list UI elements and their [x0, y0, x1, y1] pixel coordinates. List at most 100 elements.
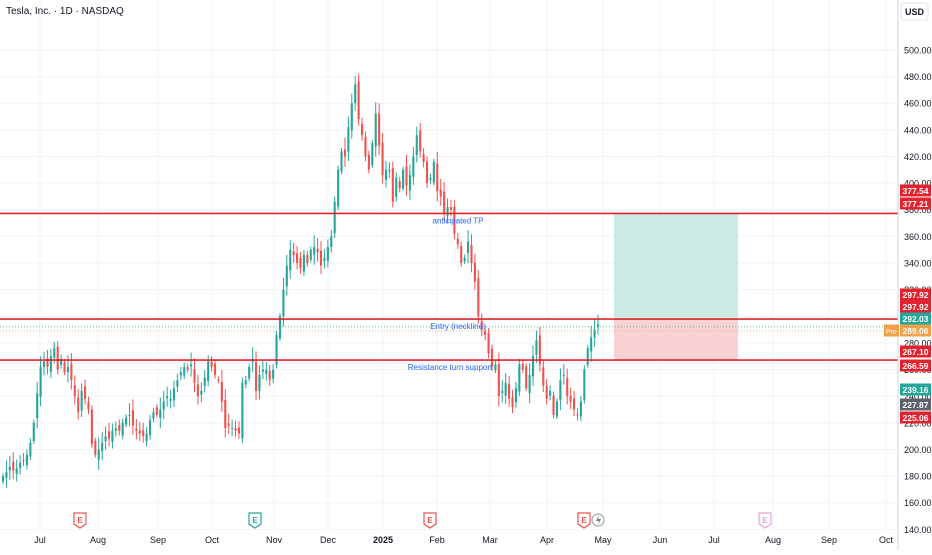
candle	[289, 240, 292, 279]
candle	[371, 139, 374, 168]
candle	[439, 178, 442, 206]
candle	[555, 398, 559, 420]
candle	[583, 365, 586, 404]
candle	[501, 380, 504, 403]
candle	[15, 459, 18, 482]
candle	[573, 390, 576, 417]
candle	[569, 387, 572, 409]
candle	[73, 375, 76, 405]
earnings-marker-label: E	[427, 516, 433, 525]
candle	[46, 349, 49, 375]
price-badge: 267.10	[900, 345, 931, 358]
candle	[234, 420, 237, 438]
candle	[388, 162, 391, 178]
candle	[265, 362, 268, 381]
candle	[227, 413, 230, 434]
y-tick-label: 460.00	[904, 99, 932, 109]
candle	[453, 200, 456, 240]
y-tick-label: 200.00	[904, 445, 932, 455]
candle	[528, 363, 531, 404]
x-tick-label: Jun	[653, 535, 668, 545]
candle	[357, 73, 360, 126]
candle	[244, 375, 247, 389]
candle	[97, 437, 100, 470]
lightning-icon[interactable]	[591, 513, 605, 527]
earnings-marker[interactable]: E	[248, 512, 262, 529]
y-tick-label: 240.00	[904, 392, 932, 402]
x-tick-label: Oct	[879, 535, 894, 545]
price-badge: 227.87	[900, 398, 931, 411]
time-axis[interactable]: Jul Aug Sep Oct Nov Dec 2025 Feb Mar Apr May Jun Jul…	[34, 535, 893, 545]
candle	[364, 131, 367, 162]
candle	[456, 233, 459, 250]
candle	[275, 330, 278, 369]
candle	[268, 364, 271, 386]
y-tick-label: 360.00	[904, 232, 932, 242]
candle	[330, 229, 333, 253]
earnings-marker[interactable]: E	[423, 512, 437, 529]
candle	[29, 438, 32, 461]
candle	[104, 426, 107, 450]
candle	[193, 358, 196, 393]
y-tick-label: 380.00	[904, 205, 932, 215]
currency-button[interactable]: USD	[900, 2, 929, 21]
candle	[466, 229, 470, 264]
candle	[514, 381, 517, 408]
candle	[538, 326, 541, 372]
price-badges: 377.54377.21297.92297.92292.03289.06Pre2…	[884, 184, 931, 424]
candle	[296, 245, 299, 270]
earnings-marker[interactable]: E	[73, 512, 87, 529]
candle	[111, 423, 114, 449]
y-tick-label: 180.00	[904, 472, 932, 482]
price-badge-value: 225.06	[903, 413, 929, 423]
price-badge-value: 266.59	[903, 361, 929, 371]
candle	[384, 161, 388, 188]
candle	[480, 313, 483, 337]
x-tick-label: Sep	[821, 535, 837, 545]
candle	[566, 368, 569, 405]
profit-zone	[614, 213, 738, 320]
price-badge: 297.92	[900, 300, 931, 313]
candle	[261, 361, 264, 380]
y-tick-label: 340.00	[904, 259, 932, 269]
candle	[186, 363, 189, 373]
candle	[210, 356, 213, 372]
pre-badge	[884, 324, 899, 337]
earnings-marker[interactable]: E	[758, 512, 772, 529]
price-badge-value: 227.87	[903, 400, 929, 410]
candle	[518, 358, 521, 397]
candle	[402, 166, 405, 192]
price-badge-value: 377.21	[903, 199, 929, 209]
price-badge-value: 377.54	[903, 186, 929, 196]
earnings-marker[interactable]: E	[577, 512, 591, 529]
pre-badge-label: Pre	[886, 329, 897, 336]
candle	[32, 419, 35, 444]
candle	[179, 366, 182, 381]
x-tick-label: Aug	[90, 535, 106, 545]
candle	[576, 407, 579, 421]
candle	[220, 370, 223, 412]
candle	[19, 455, 22, 475]
price-badge-value: 267.10	[903, 347, 929, 357]
candle	[272, 364, 275, 384]
candle	[319, 241, 323, 275]
candle	[217, 376, 220, 383]
candle	[436, 151, 439, 202]
candle	[145, 427, 148, 447]
x-tick-label: Mar	[482, 535, 498, 545]
horizontal-levels[interactable]	[0, 212, 898, 361]
candle	[84, 379, 87, 405]
price-badge-value: 239.16	[903, 385, 929, 395]
candle	[354, 76, 357, 111]
candle	[398, 176, 401, 193]
candles	[1, 73, 600, 488]
candle	[490, 344, 494, 371]
candle	[25, 449, 28, 470]
candle	[56, 341, 59, 375]
candle	[190, 352, 193, 377]
x-tick-label: 2025	[373, 535, 393, 545]
